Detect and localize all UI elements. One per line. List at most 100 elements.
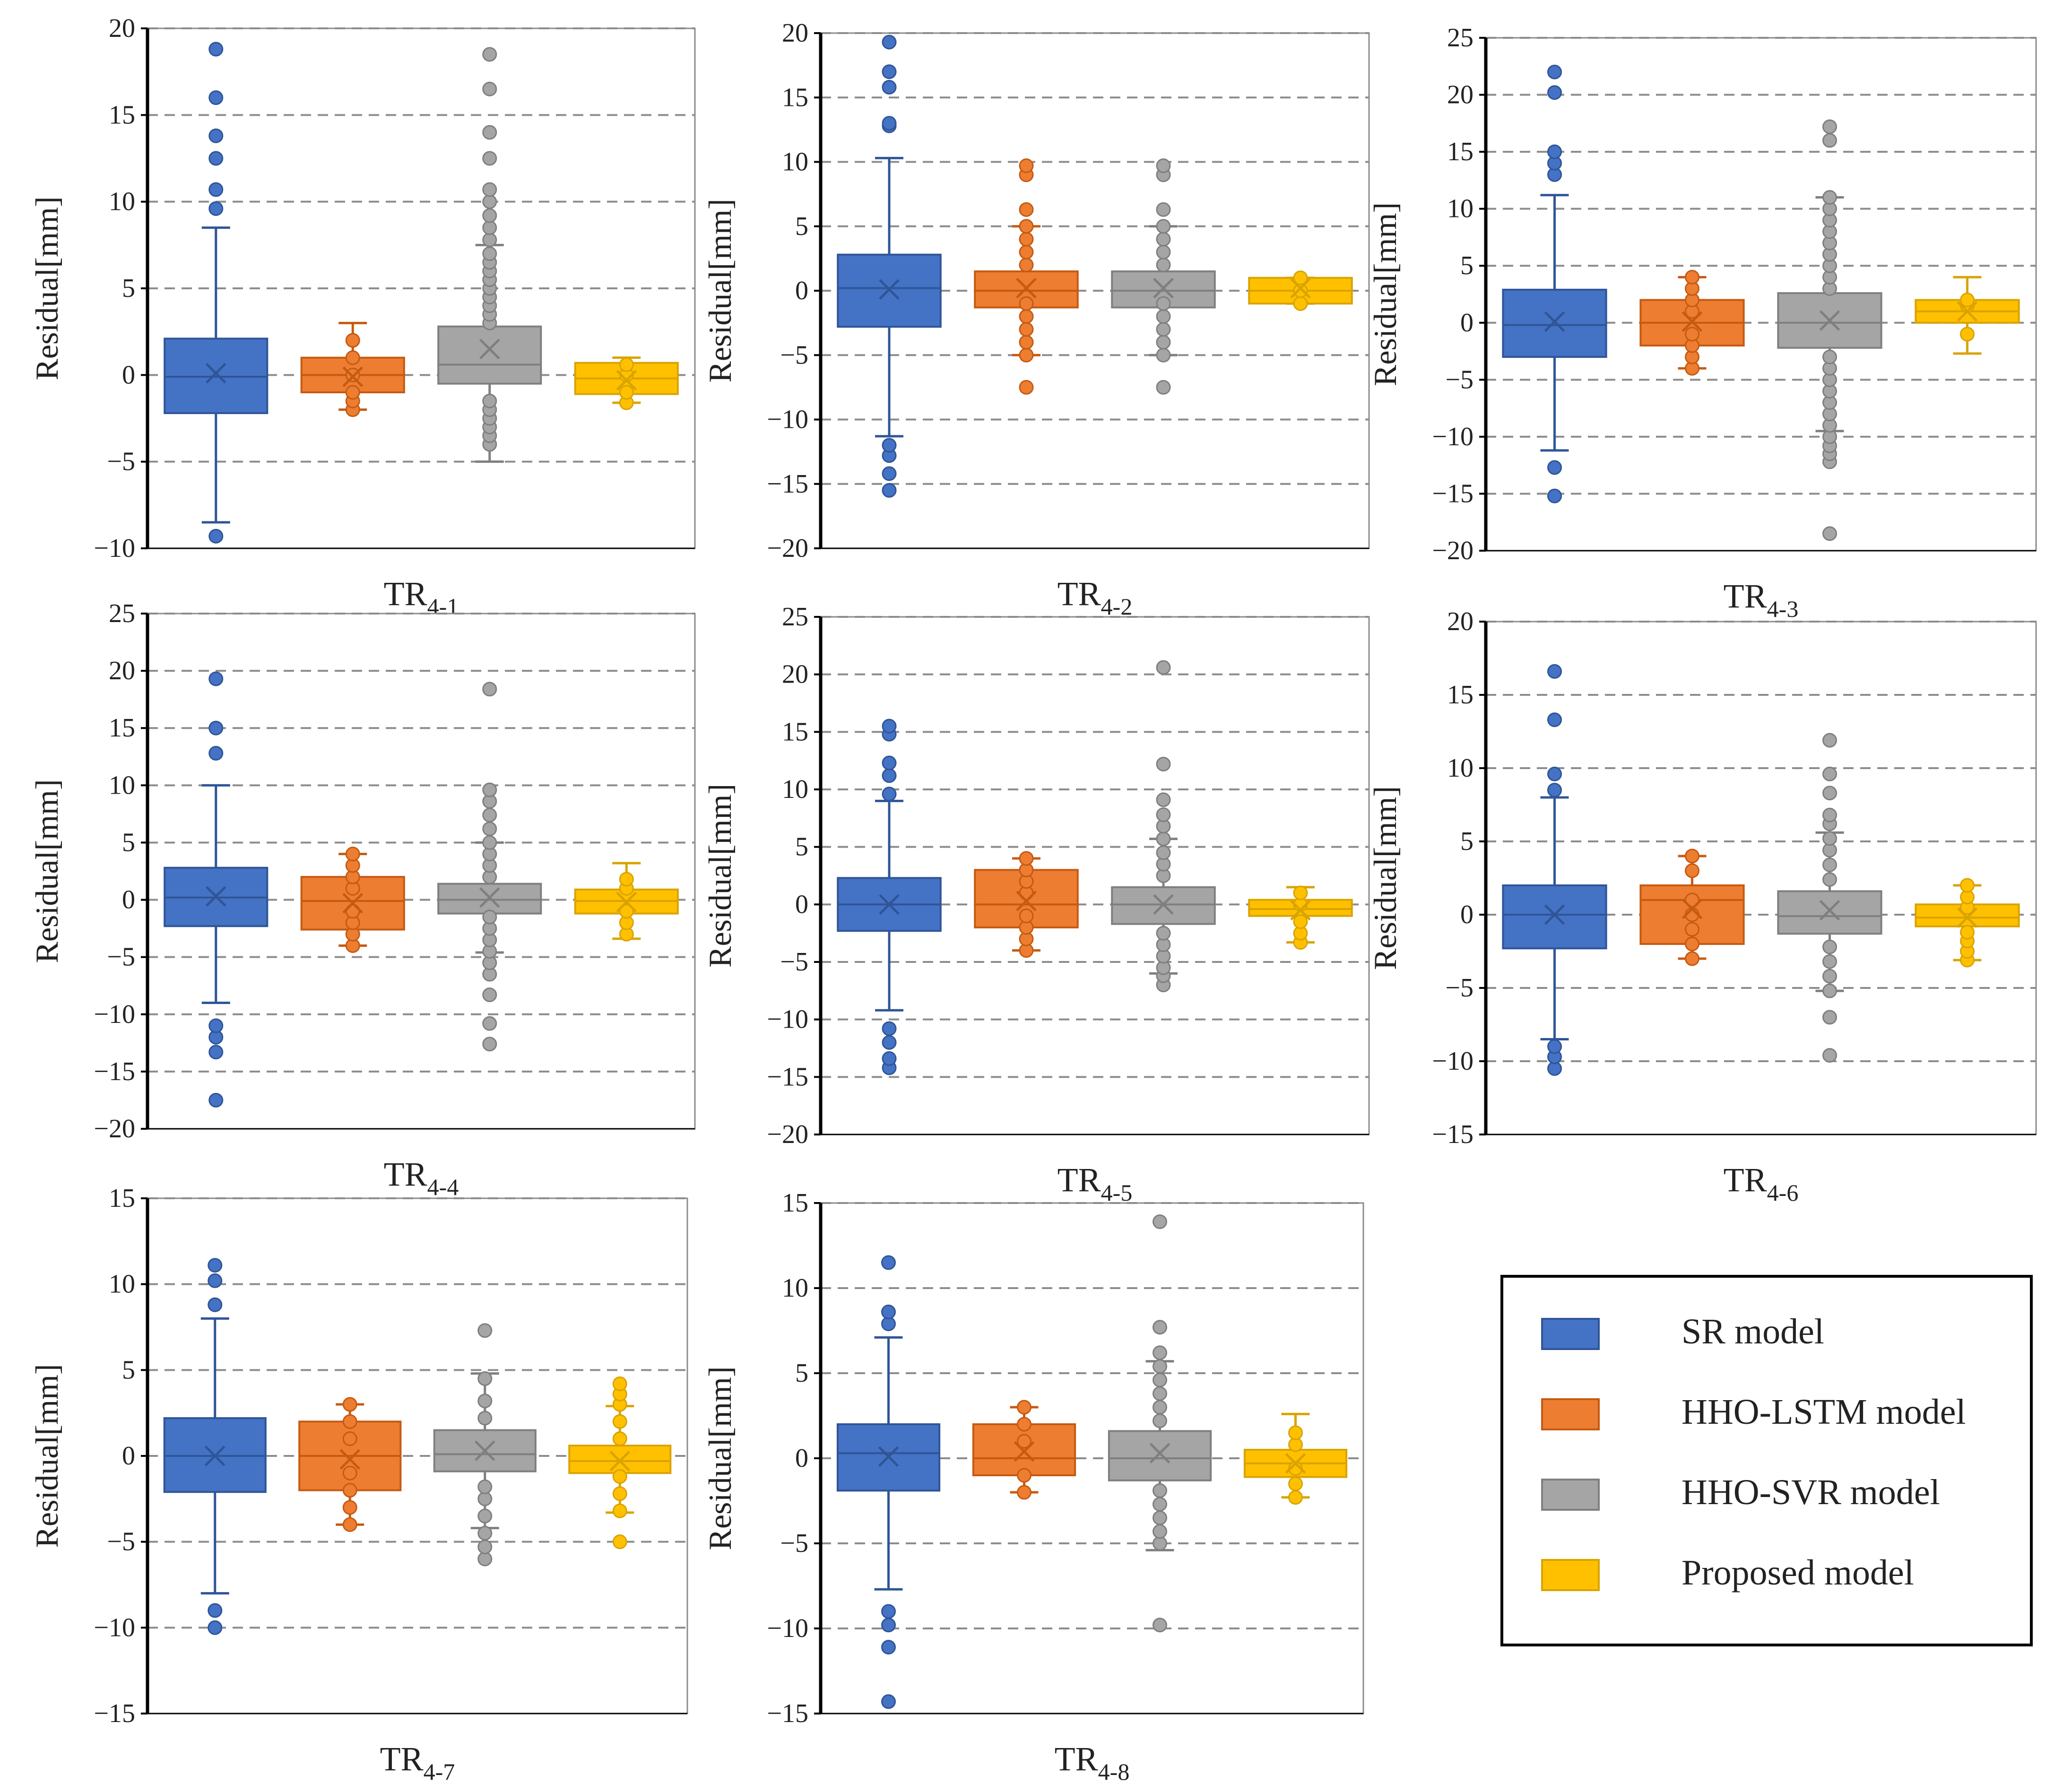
outlier-point	[482, 807, 497, 822]
chart-title: TR4-8	[1055, 1740, 1130, 1785]
y-tick-label: 10	[1447, 194, 1474, 224]
y-tick-label: −15	[767, 1699, 808, 1728]
mean-marker	[1957, 907, 1978, 928]
outlier-point	[1019, 244, 1034, 260]
legend-label: HHO-LSTM model	[1682, 1392, 1966, 1432]
mean-marker	[474, 1440, 495, 1461]
outlier-point	[1156, 202, 1171, 217]
outlier-point	[1017, 1417, 1032, 1432]
outlier-point	[208, 128, 224, 143]
outlier-point	[1153, 1510, 1167, 1525]
chart-title-main: TR	[384, 1155, 427, 1193]
box-sr-model	[164, 671, 269, 1108]
y-tick-label: 20	[1447, 80, 1474, 110]
outlier-point	[1019, 335, 1034, 350]
outlier-point	[1685, 892, 1699, 908]
outlier-point	[1685, 922, 1699, 937]
outlier-point	[1960, 327, 1975, 342]
outlier-point	[208, 201, 224, 216]
outlier-point	[482, 1037, 497, 1052]
box-hho-svr-model	[437, 682, 542, 1052]
y-tick-label: 20	[782, 18, 808, 48]
outlier-point	[1156, 232, 1171, 247]
outlier-point	[1019, 158, 1034, 173]
plot-area	[1485, 621, 2037, 1135]
outlier-point	[208, 1603, 223, 1618]
y-axis-label: Residual[mm]	[29, 196, 65, 380]
box-sr-model	[837, 719, 942, 1075]
y-axis-label: Residual[mm]	[29, 779, 65, 963]
outlier-point	[342, 1483, 357, 1498]
y-axis-label: Residual[mm]	[702, 1366, 738, 1550]
outlier-point	[1153, 1345, 1167, 1360]
box-hho-lstm-model	[974, 158, 1079, 395]
outlier-point	[1156, 258, 1171, 272]
outlier-point	[1822, 526, 1837, 541]
outlier-point	[1547, 783, 1562, 797]
outlier-point	[1153, 1413, 1167, 1428]
outlier-point	[1017, 1400, 1032, 1415]
outlier-point	[1019, 309, 1034, 324]
chart-panel-1: −10 −5 0 5 10 15 20 Residual[mm] TR4-1	[29, 14, 696, 620]
outlier-point	[1017, 1485, 1032, 1500]
box-sr-model	[164, 42, 269, 544]
mean-marker	[616, 892, 637, 913]
legend-item-3: HHO-SVR model	[1541, 1472, 1940, 1512]
outlier-point	[1822, 983, 1837, 998]
outlier-point	[882, 35, 897, 50]
outlier-point	[1293, 270, 1308, 286]
y-tick-label: −10	[767, 1614, 808, 1643]
outlier-point	[1822, 766, 1837, 781]
outlier-point	[342, 1431, 357, 1446]
outlier-point	[882, 466, 897, 481]
outlier-point	[477, 1491, 493, 1506]
y-tick-label: 5	[122, 1355, 135, 1385]
outlier-point	[482, 682, 497, 697]
outlier-point	[1019, 202, 1034, 217]
box-sr-model	[1502, 64, 1607, 503]
outlier-point	[1019, 909, 1034, 924]
outlier-point	[482, 220, 497, 235]
y-tick-label: −5	[780, 1529, 808, 1558]
outlier-point	[1685, 863, 1699, 878]
y-tick-label: 15	[109, 1184, 135, 1213]
chart-title-sub: 4-8	[1098, 1758, 1130, 1785]
y-tick-label: −20	[767, 1120, 808, 1149]
outlier-point	[1822, 1048, 1837, 1063]
outlier-point	[882, 787, 897, 802]
chart-panels: −10−505101520Residual[mm]TR4-1−20−15−10−…	[29, 14, 2037, 1785]
box-hho-lstm-model	[1639, 269, 1745, 376]
y-tick-label: −20	[94, 1114, 135, 1143]
outlier-point	[619, 872, 634, 887]
outlier-point	[1822, 969, 1837, 984]
outlier-point	[342, 1414, 357, 1429]
legend-label: HHO-SVR model	[1682, 1472, 1940, 1512]
outlier-point	[208, 1297, 223, 1312]
y-tick-label: 15	[1447, 680, 1474, 710]
outlier-point	[482, 208, 497, 223]
chart-panel-6: −15 −10 −5 0 5 10 15 20 Residual[mm] TR4-6	[1367, 607, 2037, 1206]
legend-swatch	[1541, 1318, 1600, 1350]
outlier-point	[1547, 64, 1562, 79]
y-tick-label: 5	[795, 832, 808, 862]
y-tick-label: 5	[1460, 251, 1474, 280]
chart-title-sub: 4-6	[1767, 1179, 1799, 1206]
outlier-point	[1153, 1214, 1167, 1229]
outlier-point	[882, 1021, 897, 1036]
outlier-point	[208, 720, 224, 736]
box-hho-svr-model	[1777, 119, 1882, 541]
outlier-point	[1288, 1425, 1303, 1440]
outlier-point	[482, 81, 497, 96]
y-tick-label: 15	[782, 83, 808, 112]
outlier-point	[482, 246, 497, 261]
y-tick-label: 5	[122, 274, 135, 303]
outlier-point	[1288, 1490, 1303, 1505]
chart-title-main: TR	[1724, 577, 1767, 615]
y-tick-label: −10	[94, 1613, 135, 1642]
outlier-point	[482, 151, 497, 166]
outlier-point	[882, 1051, 897, 1066]
outlier-point	[208, 1092, 224, 1108]
outlier-point	[612, 1431, 627, 1446]
mean-marker	[1153, 277, 1174, 299]
